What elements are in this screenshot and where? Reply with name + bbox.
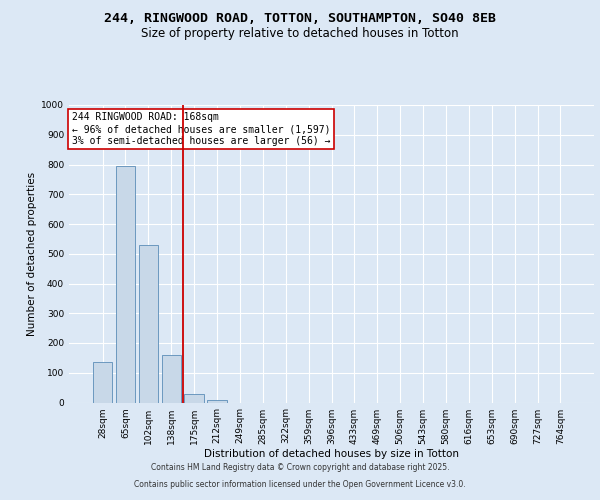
Text: Contains public sector information licensed under the Open Government Licence v3: Contains public sector information licen… — [134, 480, 466, 489]
Bar — [93, 362, 112, 403]
Bar — [184, 394, 204, 402]
Text: 244, RINGWOOD ROAD, TOTTON, SOUTHAMPTON, SO40 8EB: 244, RINGWOOD ROAD, TOTTON, SOUTHAMPTON,… — [104, 12, 496, 26]
Bar — [208, 400, 227, 402]
Bar — [116, 166, 135, 402]
Bar — [139, 245, 158, 402]
Text: Size of property relative to detached houses in Totton: Size of property relative to detached ho… — [141, 28, 459, 40]
Text: 244 RINGWOOD ROAD: 168sqm
← 96% of detached houses are smaller (1,597)
3% of sem: 244 RINGWOOD ROAD: 168sqm ← 96% of detac… — [71, 112, 330, 146]
X-axis label: Distribution of detached houses by size in Totton: Distribution of detached houses by size … — [204, 450, 459, 460]
Y-axis label: Number of detached properties: Number of detached properties — [27, 172, 37, 336]
Text: Contains HM Land Registry data © Crown copyright and database right 2025.: Contains HM Land Registry data © Crown c… — [151, 464, 449, 472]
Bar — [161, 355, 181, 403]
